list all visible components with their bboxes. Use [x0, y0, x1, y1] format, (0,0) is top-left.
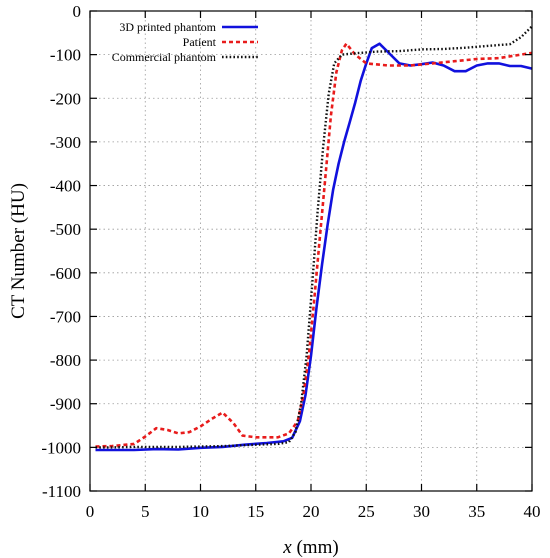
y-tick-label: -300 [50, 133, 81, 152]
y-axis-label: CT Number (HU) [8, 183, 29, 319]
y-tick-label: -1100 [42, 482, 81, 501]
x-axis-variable: x [282, 537, 292, 558]
legend-label: Commercial phantom [112, 50, 217, 64]
x-tick-label: 35 [468, 502, 485, 521]
x-tick-label: 5 [141, 502, 150, 521]
legend-label: 3D printed phantom [119, 20, 216, 34]
x-tick-label: 10 [192, 502, 209, 521]
y-tick-label: -200 [50, 89, 81, 108]
y-tick-label: -600 [50, 264, 81, 283]
y-tick-label: -800 [50, 351, 81, 370]
x-tick-label: 0 [86, 502, 95, 521]
legend-label: Patient [183, 35, 217, 49]
series-line-2 [95, 25, 533, 449]
x-axis-label: x (mm) [282, 537, 338, 558]
x-tick-label: 30 [413, 502, 430, 521]
x-tick-label: 40 [524, 502, 541, 521]
x-axis-unit: (mm) [292, 537, 339, 558]
y-tick-label: -100 [50, 46, 81, 65]
y-tick-label: -500 [50, 220, 81, 239]
series-line-0 [95, 42, 533, 452]
y-tick-label: -700 [50, 307, 81, 326]
y-tick-label: -900 [50, 395, 81, 414]
x-tick-label: 15 [247, 502, 264, 521]
x-tick-label: 25 [358, 502, 375, 521]
x-tick-label: 20 [303, 502, 320, 521]
axis-ticks: 0 5 10 15 20 25 30 35 40 0 -100 -200 -300 -400 -500 -60… [41, 2, 540, 521]
y-tick-label: 0 [73, 2, 82, 21]
series-lines [95, 25, 533, 452]
y-tick-label: -400 [50, 177, 81, 196]
y-tick-label: -1000 [41, 438, 81, 457]
grid [90, 11, 532, 491]
series-line-1 [95, 42, 533, 448]
